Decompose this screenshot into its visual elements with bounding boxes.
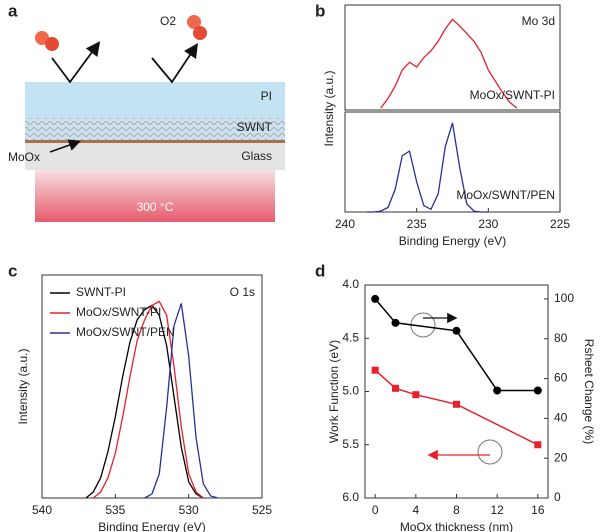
release-arrow [151,43,198,84]
x-tick-label: 16 [531,503,545,517]
series-label: MoOx/SWNT/PEN [456,188,555,202]
marker [533,386,542,395]
pointer [49,139,81,153]
x-tick-label: 0 [372,503,379,517]
x-tick-label: 230 [478,217,498,231]
x-tick-label: 540 [32,503,52,517]
molecule [187,15,201,29]
moox-layer [25,140,285,143]
panel-label: d [315,261,325,280]
x-tick-label: 4 [412,503,419,517]
marker [412,391,420,399]
y-tick-label: 5.0 [342,384,359,398]
series-label: MoOx/SWNT-PI [470,88,555,102]
axis-indicator [477,439,503,465]
y2-tick-label: 20 [554,450,568,464]
x-axis-label: MoOx thickness (nm) [400,520,513,532]
series-line [92,300,204,499]
series-line [380,18,518,109]
y2-tick-label: 80 [554,331,568,345]
layer-label: SWNT [237,120,273,134]
x-tick-label: 235 [407,217,427,231]
panel-label: b [315,1,325,20]
y-tick-label: 5.5 [342,437,359,451]
molecule [193,26,207,40]
x-tick-label: 535 [105,503,125,517]
y-tick-label: 6.0 [342,490,359,504]
swnt-texture [25,118,285,140]
x-axis-label: Binding Energy (eV) [399,234,506,248]
series-line [366,122,489,213]
release-arrow [51,41,101,84]
legend-label: SWNT-PI [76,285,126,299]
marker [391,318,400,327]
y2-axis-label: Rsheet Change (%) [582,339,596,444]
x-tick-label: 225 [550,217,570,231]
plot-frame [344,111,561,213]
temperature: 300 °C [137,200,174,214]
layer-label: PI [261,89,272,103]
y-axis-label: Work Function (eV) [327,340,341,443]
x-tick-label: 12 [490,503,504,517]
x-tick-label: 8 [453,503,460,517]
series-line [374,298,538,392]
y-tick-label: 4.0 [342,277,359,291]
series-line [144,303,219,499]
y2-tick-label: 100 [554,291,574,305]
marker [452,326,461,335]
x-tick-label: 240 [335,217,355,231]
layer-label: Glass [241,149,272,163]
panel-a: a PI SWNT Glass MoOx 300 °C O2 [8,1,285,222]
heater [35,170,275,222]
y-axis-label: Intensity (a.u.) [16,348,30,424]
legend-label: MoOx/SWNT-PI [76,305,161,319]
y2-tick-label: 40 [554,411,568,425]
annotation: O 1s [230,285,255,299]
marker [493,386,502,395]
y2-tick-label: 0 [554,490,561,504]
x-axis-label: Binding Energy (eV) [98,520,205,532]
x-tick-label: 530 [179,503,199,517]
pi-layer [25,82,285,118]
series-line [85,304,204,499]
panel-label: c [8,261,17,280]
marker [453,400,460,408]
plot-frame [344,4,561,111]
y-tick-label: 4.5 [342,330,359,344]
y2-tick-label: 60 [554,371,568,385]
y-axis-label: Intensity (a.u.) [322,70,336,146]
panel-label: a [8,1,18,20]
x-tick-label: 525 [252,503,272,517]
plot-frame [41,274,263,499]
molecule [45,37,59,51]
annotation: Mo 3d [522,14,555,28]
gas-label: O2 [160,14,176,28]
marker [392,384,399,392]
interlayer-label: MoOx [8,150,40,164]
marker [371,366,379,374]
marker [534,441,542,449]
legend-label: MoOx/SWNT/PEN [76,325,175,339]
marker [371,294,380,303]
